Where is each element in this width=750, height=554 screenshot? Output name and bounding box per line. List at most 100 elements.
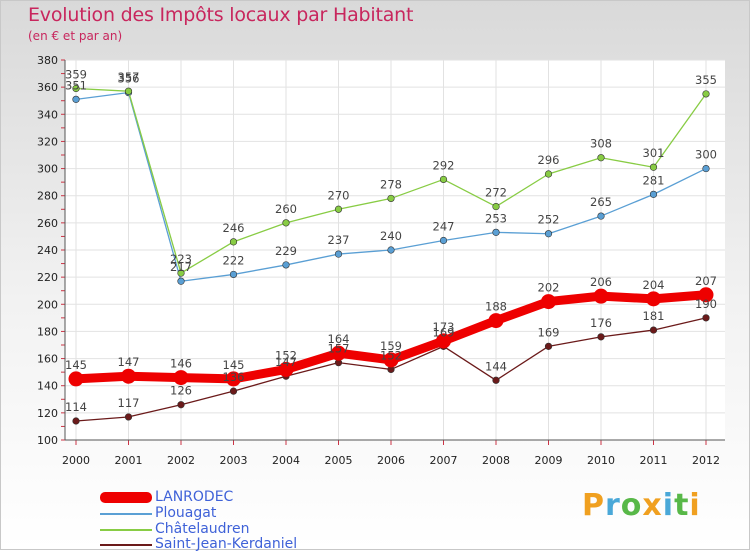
y-tick-label: 200 — [37, 298, 58, 311]
x-tick-label: 2010 — [587, 454, 615, 467]
data-point — [383, 352, 399, 368]
data-point — [173, 370, 189, 386]
data-label: 206 — [590, 275, 612, 289]
data-label: 270 — [328, 188, 350, 202]
data-point — [72, 95, 80, 103]
data-label: 281 — [643, 173, 665, 187]
data-label: 204 — [643, 278, 665, 292]
legend-swatch — [100, 544, 152, 546]
data-point — [439, 175, 448, 184]
y-tick-label: 340 — [37, 108, 58, 121]
legend-swatch — [100, 529, 152, 531]
legend-label: LANRODEC — [155, 489, 234, 505]
y-tick-label: 320 — [37, 135, 58, 148]
proxiti-logo: Proxiti — [582, 488, 701, 523]
data-label: 356 — [118, 72, 140, 86]
x-tick-label: 2001 — [115, 454, 143, 467]
data-label: 351 — [65, 78, 87, 92]
data-label: 359 — [65, 68, 87, 82]
data-point — [597, 333, 605, 341]
data-point — [492, 202, 500, 211]
data-point — [124, 413, 133, 421]
data-label: 147 — [275, 355, 297, 369]
legend-label: Plouagat — [155, 505, 217, 521]
data-label: 260 — [275, 202, 297, 216]
x-tick-label: 2003 — [220, 454, 248, 467]
data-label: 253 — [485, 211, 507, 225]
data-point — [698, 287, 714, 303]
y-tick-label: 360 — [37, 81, 58, 94]
data-label: 247 — [433, 220, 455, 234]
data-label: 272 — [485, 186, 507, 200]
data-point — [649, 190, 658, 198]
data-label: 207 — [695, 274, 717, 288]
data-point — [124, 87, 133, 95]
data-point — [544, 170, 553, 178]
data-label: 300 — [695, 148, 717, 162]
data-point — [177, 401, 185, 409]
logo-letter: t — [674, 488, 690, 523]
data-point — [492, 376, 500, 384]
data-label: 145 — [65, 358, 87, 372]
logo-letter: i — [689, 488, 701, 523]
data-point — [702, 90, 710, 98]
data-point — [282, 261, 290, 269]
data-label: 152 — [275, 348, 297, 362]
series-plouagat — [72, 88, 710, 285]
data-point — [702, 164, 710, 173]
data-point — [488, 313, 504, 329]
data-point — [68, 371, 84, 387]
data-label: 296 — [538, 153, 560, 167]
y-tick-label: 140 — [37, 380, 58, 393]
data-label: 292 — [433, 158, 455, 172]
data-label: 173 — [433, 320, 455, 334]
data-point — [331, 345, 346, 361]
data-point — [229, 238, 238, 246]
data-point — [492, 228, 500, 236]
y-tick-label: 100 — [37, 434, 58, 447]
data-point — [541, 294, 556, 310]
logo-letter: i — [662, 488, 675, 523]
data-label: 145 — [223, 358, 245, 372]
data-point — [649, 163, 658, 171]
data-point — [229, 387, 238, 395]
y-tick-label: 180 — [37, 325, 58, 338]
data-point — [649, 326, 658, 334]
y-tick-label: 240 — [37, 244, 58, 257]
chart-subtitle: (en € et par an) — [28, 29, 123, 43]
data-label: 237 — [328, 233, 350, 247]
y-tick-label: 160 — [37, 353, 58, 366]
data-label: 164 — [328, 332, 350, 346]
y-tick-label: 300 — [37, 163, 58, 176]
data-label: 252 — [538, 213, 560, 227]
x-tick-label: 2009 — [535, 454, 563, 467]
legend-swatch — [100, 513, 152, 515]
x-tick-label: 2000 — [62, 454, 90, 467]
data-label: 355 — [695, 73, 717, 87]
data-label: 114 — [65, 400, 87, 414]
y-tick-label: 120 — [37, 407, 58, 420]
data-point — [646, 291, 661, 307]
data-label: 117 — [118, 396, 140, 410]
data-point — [72, 84, 80, 93]
data-label: 202 — [538, 281, 560, 295]
x-tick-label: 2005 — [325, 454, 353, 467]
data-label: 169 — [433, 325, 455, 339]
series-saint-jean-kerdaniel — [72, 314, 710, 425]
data-point — [121, 368, 136, 384]
x-tick-label: 2008 — [482, 454, 510, 467]
data-point — [226, 371, 241, 387]
data-label: 146 — [170, 357, 192, 371]
legend-label: Saint-Jean-Kerdaniel — [155, 536, 298, 552]
data-point — [387, 194, 395, 203]
series-chatelaudren — [72, 84, 710, 277]
data-point — [597, 212, 605, 220]
data-point — [439, 236, 448, 245]
legend-swatch — [100, 492, 152, 503]
data-point — [387, 246, 395, 254]
data-label: 301 — [643, 146, 665, 160]
x-tick-label: 2007 — [430, 454, 458, 467]
data-label: 229 — [275, 244, 297, 258]
x-tick-label: 2012 — [692, 454, 720, 467]
